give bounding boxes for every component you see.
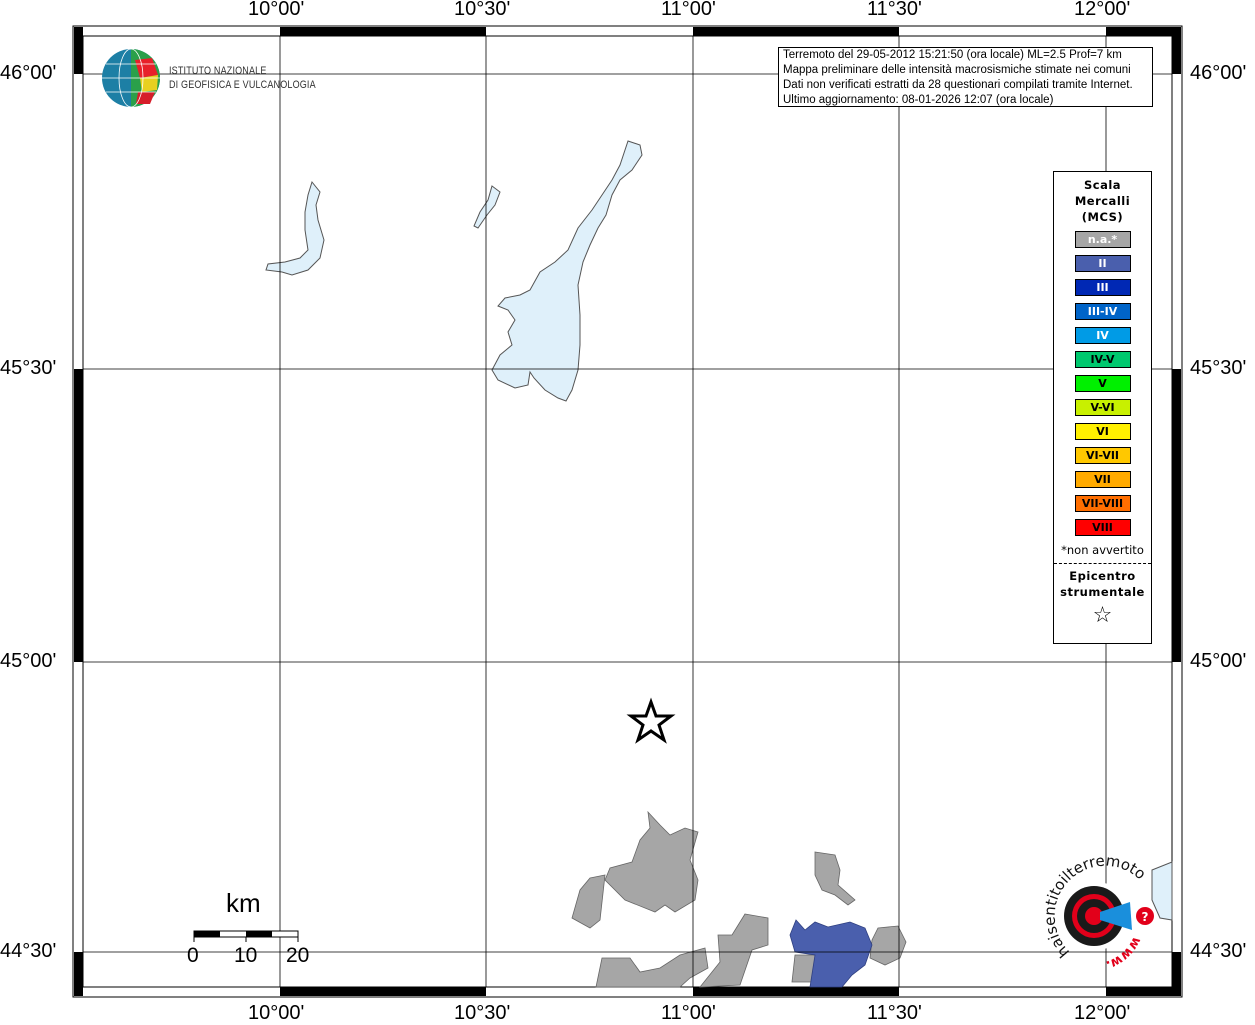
legend-swatch-vii-viii: VII-VIII xyxy=(1074,495,1131,512)
lat-tick: 45°30' xyxy=(0,357,57,379)
legend-swatch-n-a-: n.a.* xyxy=(1074,231,1131,248)
logo-line: DI GEOFISICA E VULCANOLOGIA xyxy=(169,79,316,91)
lon-tick: 11°00' xyxy=(661,1002,716,1024)
star-icon: ☆ xyxy=(1092,603,1113,628)
legend-swatch-v-vi: V-VI xyxy=(1074,399,1131,416)
lon-tick: 12°00' xyxy=(1074,1002,1131,1024)
logo-line: ISTITUTO NAZIONALE xyxy=(169,65,267,77)
lake-east xyxy=(1151,861,1173,921)
municipality-intensity-ii xyxy=(789,919,873,988)
info-line: Dati non verificati estratti da 28 quest… xyxy=(783,79,1133,91)
legend-swatch-v: V xyxy=(1074,375,1131,392)
lon-tick: 11°00' xyxy=(661,0,716,20)
scale-unit: km xyxy=(226,888,261,918)
legend-title-line: (MCS) xyxy=(1081,210,1124,224)
scale-bar xyxy=(193,930,299,942)
legend-title: Scala Mercalli (MCS) xyxy=(1054,177,1151,225)
scale-label: 10 xyxy=(234,944,258,967)
svg-text:?: ? xyxy=(1142,910,1149,924)
lon-tick: 10°00' xyxy=(248,1002,305,1024)
municipalities-na xyxy=(571,810,907,988)
legend-swatch-iii: III xyxy=(1074,279,1131,296)
frame-border-segments xyxy=(74,27,1181,996)
ingv-logo-globe xyxy=(102,48,160,108)
lon-tick: 11°30' xyxy=(867,1002,922,1024)
scale-label: 0 xyxy=(187,944,199,967)
lat-tick: 46°00' xyxy=(1190,62,1247,84)
lon-tick: 10°30' xyxy=(454,0,511,20)
mcs-legend: Scala Mercalli (MCS) n.a.* II III III-IV IV I… xyxy=(1053,171,1152,644)
legend-swatches: n.a.* II III III-IV IV IV-V V V-VI VI VI-VII VII VI… xyxy=(1054,231,1151,536)
epicenter-legend-title: Epicentro strumentale xyxy=(1054,568,1151,600)
info-line: Ultimo aggiornamento: 08-01-2026 12:07 (… xyxy=(783,94,1054,106)
epicenter-star-icon[interactable] xyxy=(626,697,676,744)
lat-tick: 45°30' xyxy=(1190,357,1247,379)
legend-divider xyxy=(1054,563,1151,564)
legend-note: *non avvertito xyxy=(1061,543,1144,557)
scale-label: 20 xyxy=(286,944,310,967)
info-line: Terremoto del 29-05-2012 15:21:50 (ora l… xyxy=(783,49,1122,61)
legend-swatch-viii: VIII xyxy=(1074,519,1131,536)
legend-swatch-vii: VII xyxy=(1074,471,1131,488)
legend-title-line: Scala xyxy=(1083,178,1122,192)
legend-swatch-iv: IV xyxy=(1074,327,1131,344)
lon-tick: 10°00' xyxy=(248,0,305,20)
map-frame xyxy=(72,25,1183,998)
lake-garda xyxy=(491,140,643,402)
info-line: Mappa preliminare delle intensità macros… xyxy=(783,64,1131,76)
lat-tick: 45°00' xyxy=(0,650,57,672)
lon-tick: 12°00' xyxy=(1074,0,1131,20)
lon-tick: 10°30' xyxy=(454,1002,511,1024)
legend-swatch-ii: II xyxy=(1074,255,1131,272)
graticule xyxy=(83,36,1172,987)
legend-title-line: strumentale xyxy=(1060,585,1145,599)
legend-title-line: Epicentro xyxy=(1069,569,1136,583)
lat-tick: 44°30' xyxy=(0,940,57,962)
legend-swatch-vi-vii: VI-VII xyxy=(1074,447,1131,464)
legend-swatch-iii-iv: III-IV xyxy=(1074,303,1131,320)
lake-idro xyxy=(473,185,501,229)
legend-swatch-iv-v: IV-V xyxy=(1074,351,1131,368)
lat-tick: 44°30' xyxy=(1190,940,1247,962)
event-info-box: Terremoto del 29-05-2012 15:21:50 (ora l… xyxy=(778,47,1153,107)
legend-swatch-vi: VI xyxy=(1074,423,1131,440)
lake-iseo xyxy=(265,180,325,276)
lakes xyxy=(265,140,1173,921)
ingv-logo-text: ISTITUTO NAZIONALE DI GEOFISICA E VULCAN… xyxy=(169,64,316,92)
legend-title-line: Mercalli xyxy=(1074,194,1131,208)
lat-tick: 46°00' xyxy=(0,62,57,84)
lon-tick: 11°30' xyxy=(867,0,922,20)
lat-tick: 45°00' xyxy=(1190,650,1247,672)
